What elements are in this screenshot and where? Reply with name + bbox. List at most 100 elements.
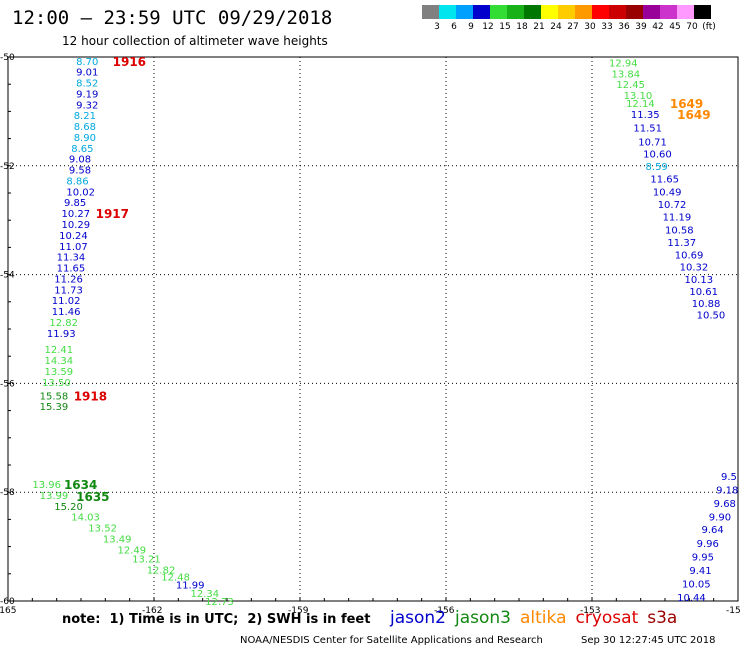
generated-timestamp: Sep 30 12:27:45 UTC 2018 [581, 635, 716, 646]
wave-height-label: 8.68 [74, 122, 96, 133]
wave-height-label: 12.14 [626, 99, 655, 110]
legend-label: 27 [567, 22, 579, 32]
legend-swatch [609, 5, 626, 19]
wave-height-label: 10.60 [643, 149, 672, 160]
wave-height-label: 11.26 [54, 274, 83, 285]
legend-label: 6 [451, 22, 457, 32]
wave-height-label: 13.21 [132, 555, 161, 566]
wave-height-label: 12.41 [45, 345, 74, 356]
wave-height-label: 11.51 [633, 124, 662, 135]
pass-time-label: 1916 [113, 55, 146, 69]
satellite-cryosat: cryosat [575, 608, 639, 628]
pass-time-label: 1634 [64, 478, 97, 492]
legend-swatch [541, 5, 558, 19]
wave-height-label: 11.93 [47, 329, 76, 340]
wave-height-label: 8.52 [76, 79, 98, 90]
wave-height-label: 11.99 [176, 581, 205, 592]
wave-height-label: 15.58 [40, 391, 69, 402]
wave-height-label: 9.68 [714, 499, 736, 510]
legend-label: 9 [468, 22, 474, 32]
wave-height-label: 13.99 [40, 491, 69, 502]
wave-height-label: 12.45 [616, 80, 645, 91]
pass-time-label: 1649 [670, 97, 703, 111]
legend-swatch [694, 5, 711, 19]
satellite-jason3: jason3 [455, 608, 511, 628]
wave-height-label: 11.19 [663, 212, 692, 223]
wave-height-label: 9.08 [69, 155, 91, 166]
wave-height-label: 11.37 [667, 238, 696, 249]
wave-height-label: 13.10 [624, 91, 653, 102]
wave-height-label: 9.19 [76, 89, 98, 100]
wave-height-label: 8.86 [66, 176, 88, 187]
x-tick-label: -159 [288, 606, 309, 616]
wave-height-label: 10.88 [692, 299, 721, 310]
wave-height-label: 15.39 [40, 402, 69, 413]
legend-swatch [473, 5, 490, 19]
legend-swatch [677, 5, 694, 19]
wave-height-label: 11.65 [650, 174, 679, 185]
wave-height-label: 9.01 [76, 68, 98, 79]
wave-height-label: 12.49 [118, 545, 147, 556]
wave-height-label: 10.32 [680, 262, 709, 273]
y-tick-label: -54 [0, 271, 15, 281]
wave-height-label: 9.95 [692, 552, 714, 563]
wave-height-label: 10.69 [675, 250, 704, 261]
wave-height-label: 10.44 [677, 593, 706, 604]
pass-time-label: 1917 [96, 207, 129, 221]
satellite-legend: jason2 jason3 altika cryosat s3a [390, 608, 686, 628]
legend-swatch [439, 5, 456, 19]
wave-height-label: 10.72 [658, 200, 687, 211]
legend-label: 36 [618, 22, 630, 32]
legend-label: 24 [550, 22, 562, 32]
wave-height-label: 13.96 [32, 480, 61, 491]
legend-label: 45 [669, 22, 681, 32]
legend-label: (ft) [702, 22, 716, 32]
legend-label: 15 [499, 22, 511, 32]
x-tick-label: -156 [434, 606, 455, 616]
wave-height-label: 8.21 [74, 111, 96, 122]
wave-height-label: 10.71 [638, 137, 667, 148]
satellite-s3a: s3a [647, 608, 678, 628]
wave-height-label: 9.85 [64, 198, 86, 209]
wave-height-label: 12.73 [205, 597, 234, 608]
legend-swatch [626, 5, 643, 19]
y-tick-label: -52 [0, 162, 15, 172]
footer-note: note: 1) Time is in UTC; 2) SWH is in fe… [62, 612, 371, 627]
wave-height-label: 9.90 [709, 513, 731, 524]
wave-height-label: 10.27 [62, 209, 91, 220]
legend-label: 3 [434, 22, 440, 32]
wave-height-label: 9.58 [69, 166, 91, 177]
wave-height-label: 12.82 [49, 318, 78, 329]
wave-height-label: 10.13 [684, 275, 713, 286]
map-subtitle: 12 hour collection of altimeter wave hei… [62, 34, 328, 48]
wave-height-label: 9.96 [697, 539, 719, 550]
wave-height-label: 10.24 [59, 231, 88, 242]
wave-height-label: 14.03 [71, 513, 100, 524]
legend-swatch [490, 5, 507, 19]
credit-line: NOAA/NESDIS Center for Satellite Applica… [240, 635, 543, 646]
legend-swatch [592, 5, 609, 19]
wave-height-label: 8.90 [74, 133, 96, 144]
legend-label: 21 [533, 22, 545, 32]
y-tick-label: -58 [0, 488, 15, 498]
legend-label: 30 [584, 22, 596, 32]
legend-swatch [575, 5, 592, 19]
wave-height-label: 9.18 [716, 485, 738, 496]
pass-time-label: 1649 [677, 108, 710, 122]
wave-height-label: 12.48 [161, 573, 190, 584]
legend-label: 70 [686, 22, 698, 32]
wave-height-label: 15.20 [54, 502, 83, 513]
legend-label: 12 [482, 22, 494, 32]
wave-height-label: 10.05 [682, 580, 711, 591]
legend-swatch [456, 5, 473, 19]
wave-height-label: 11.65 [57, 264, 86, 275]
wave-height-label: 11.73 [54, 285, 83, 296]
pass-time-label: 1635 [76, 490, 109, 504]
wave-height-label: 8.65 [71, 144, 93, 155]
map-frame [7, 56, 739, 602]
wave-height-label: 10.61 [689, 287, 718, 298]
wave-height-label: 11.46 [52, 307, 81, 318]
wave-height-label: 10.29 [62, 220, 91, 231]
wave-height-label: 13.84 [611, 69, 640, 80]
wave-height-label: 12.82 [147, 565, 176, 576]
